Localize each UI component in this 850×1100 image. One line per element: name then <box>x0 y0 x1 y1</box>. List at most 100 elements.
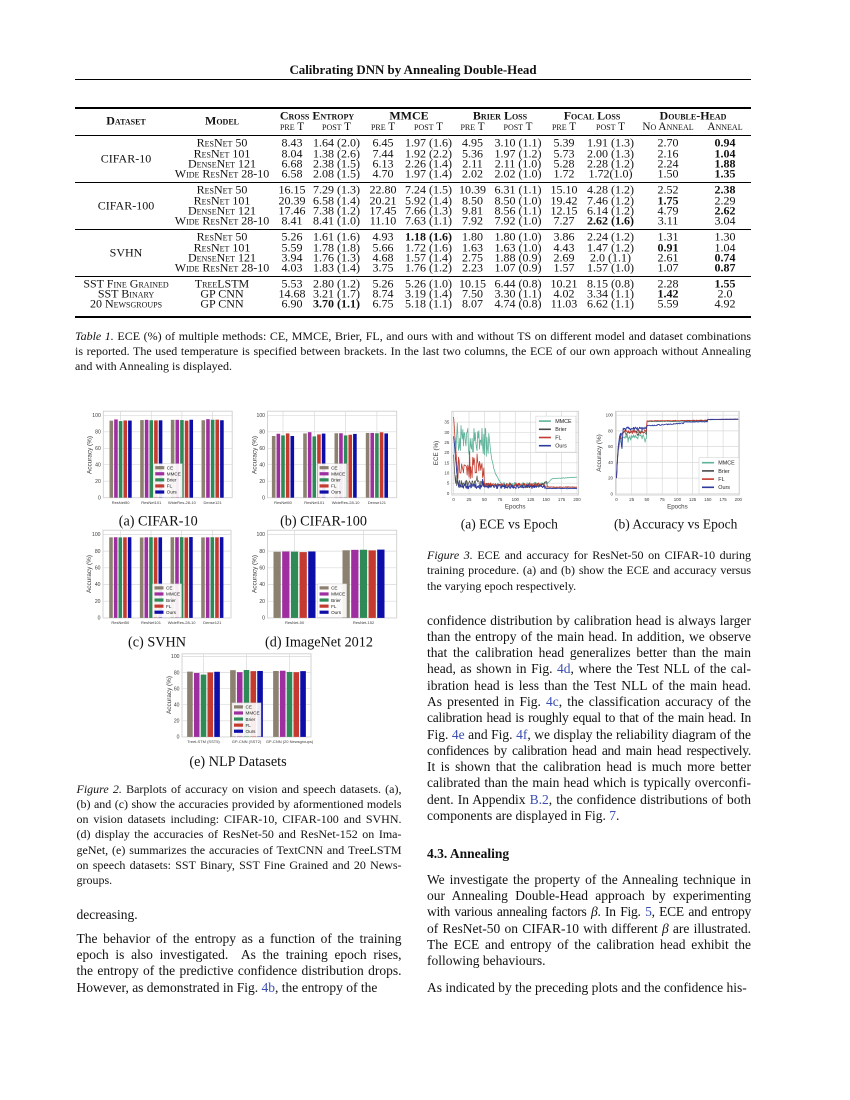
svg-text:Epochs: Epochs <box>505 504 526 511</box>
svg-text:40: 40 <box>608 460 613 465</box>
svg-text:FL: FL <box>167 484 173 489</box>
svg-text:CE: CE <box>246 705 252 710</box>
svg-text:Brier: Brier <box>718 469 730 475</box>
svg-text:Brier: Brier <box>331 598 341 603</box>
svg-text:Accuracy (%): Accuracy (%) <box>596 434 603 471</box>
svg-text:Ours: Ours <box>718 485 730 491</box>
svg-text:0: 0 <box>615 497 618 502</box>
svg-text:0: 0 <box>452 497 455 502</box>
svg-text:ResNet101: ResNet101 <box>141 500 162 505</box>
svg-text:Brier: Brier <box>246 717 256 722</box>
svg-text:75: 75 <box>497 497 502 502</box>
svg-text:30: 30 <box>444 430 449 435</box>
svg-text:(c) SVHN: (c) SVHN <box>128 634 186 650</box>
svg-text:75: 75 <box>660 497 665 502</box>
svg-text:WideRes-28-10: WideRes-28-10 <box>332 500 361 505</box>
svg-text:0: 0 <box>611 491 614 496</box>
svg-text:MMCE: MMCE <box>331 471 345 476</box>
svg-text:15: 15 <box>444 460 449 465</box>
svg-text:20: 20 <box>608 476 613 481</box>
svg-text:60: 60 <box>95 566 101 572</box>
svg-text:5: 5 <box>447 481 450 486</box>
svg-text:25: 25 <box>629 497 634 502</box>
svg-text:0: 0 <box>98 495 101 501</box>
svg-text:MMCE: MMCE <box>555 419 572 425</box>
svg-text:Accuracy (%): Accuracy (%) <box>252 555 259 593</box>
svg-text:ResNet101: ResNet101 <box>141 620 162 625</box>
svg-text:40: 40 <box>259 462 265 468</box>
svg-text:Ours: Ours <box>166 610 177 615</box>
svg-text:40: 40 <box>95 582 101 588</box>
svg-text:60: 60 <box>95 446 101 452</box>
svg-text:Dense121: Dense121 <box>203 500 222 505</box>
svg-text:(a) CIFAR-10: (a) CIFAR-10 <box>119 513 198 529</box>
svg-text:Accuracy (%): Accuracy (%) <box>86 555 93 593</box>
svg-text:FL: FL <box>331 484 337 489</box>
svg-text:10: 10 <box>444 471 449 476</box>
svg-text:Accuracy (%): Accuracy (%) <box>87 436 94 474</box>
svg-text:0: 0 <box>262 616 265 622</box>
svg-text:Accuracy (%): Accuracy (%) <box>252 436 259 474</box>
svg-text:150: 150 <box>704 497 712 502</box>
svg-text:ResNet50: ResNet50 <box>274 500 293 505</box>
svg-text:(b) CIFAR-100: (b) CIFAR-100 <box>280 513 367 529</box>
svg-text:100: 100 <box>674 497 682 502</box>
svg-text:20: 20 <box>95 599 101 605</box>
svg-text:80: 80 <box>259 549 265 555</box>
svg-text:Brier: Brier <box>167 478 177 483</box>
svg-text:Accuracy (%): Accuracy (%) <box>166 676 173 714</box>
svg-text:125: 125 <box>527 497 535 502</box>
svg-text:80: 80 <box>259 430 265 436</box>
svg-text:Dense121: Dense121 <box>203 620 222 625</box>
svg-text:(a) ECE vs Epoch: (a) ECE vs Epoch <box>461 517 558 532</box>
svg-text:GP-CNN (20 Newsgroups): GP-CNN (20 Newsgroups) <box>266 739 314 744</box>
svg-text:ResNet-50: ResNet-50 <box>285 620 305 625</box>
svg-text:50: 50 <box>482 497 487 502</box>
svg-text:GP-CNN (SST2): GP-CNN (SST2) <box>232 739 262 744</box>
svg-text:80: 80 <box>95 430 101 436</box>
svg-text:60: 60 <box>174 686 180 692</box>
svg-text:FL: FL <box>331 604 337 609</box>
svg-text:Ours: Ours <box>331 610 342 615</box>
svg-text:80: 80 <box>95 549 101 555</box>
svg-text:20: 20 <box>95 479 101 485</box>
svg-text:125: 125 <box>689 497 697 502</box>
svg-text:60: 60 <box>608 444 613 449</box>
svg-text:100: 100 <box>257 532 266 538</box>
svg-text:175: 175 <box>558 497 566 502</box>
svg-text:Brier: Brier <box>166 598 176 603</box>
svg-text:FL: FL <box>246 723 252 728</box>
svg-text:40: 40 <box>95 462 101 468</box>
svg-text:100: 100 <box>92 532 101 538</box>
svg-text:25: 25 <box>444 440 449 445</box>
svg-text:50: 50 <box>644 497 649 502</box>
svg-text:(e) NLP Datasets: (e) NLP Datasets <box>189 754 287 770</box>
svg-text:20: 20 <box>259 599 265 605</box>
svg-text:ResNet101: ResNet101 <box>304 500 325 505</box>
svg-text:FL: FL <box>718 477 724 483</box>
svg-text:0: 0 <box>262 495 265 501</box>
svg-text:175: 175 <box>719 497 727 502</box>
svg-text:20: 20 <box>259 479 265 485</box>
svg-text:TreeLSTM (SST5): TreeLSTM (SST5) <box>187 739 220 744</box>
svg-text:150: 150 <box>543 497 551 502</box>
svg-text:CE: CE <box>166 586 172 591</box>
svg-text:MMCE: MMCE <box>331 592 345 597</box>
svg-text:200: 200 <box>735 497 743 502</box>
svg-text:ResNet50: ResNet50 <box>112 500 131 505</box>
svg-text:25: 25 <box>467 497 472 502</box>
svg-text:Dense121: Dense121 <box>368 500 387 505</box>
svg-text:(b) Accuracy vs Epoch: (b) Accuracy vs Epoch <box>614 517 738 532</box>
svg-text:ResNet-152: ResNet-152 <box>353 620 375 625</box>
svg-text:MMCE: MMCE <box>246 711 260 716</box>
svg-text:Brier: Brier <box>331 478 341 483</box>
svg-text:20: 20 <box>444 450 449 455</box>
svg-text:0: 0 <box>447 491 450 496</box>
svg-text:200: 200 <box>573 497 581 502</box>
svg-text:Epochs: Epochs <box>667 504 688 511</box>
svg-text:40: 40 <box>174 702 180 708</box>
svg-text:Ours: Ours <box>167 490 178 495</box>
svg-text:0: 0 <box>98 616 101 622</box>
svg-text:80: 80 <box>174 670 180 676</box>
svg-text:60: 60 <box>259 566 265 572</box>
